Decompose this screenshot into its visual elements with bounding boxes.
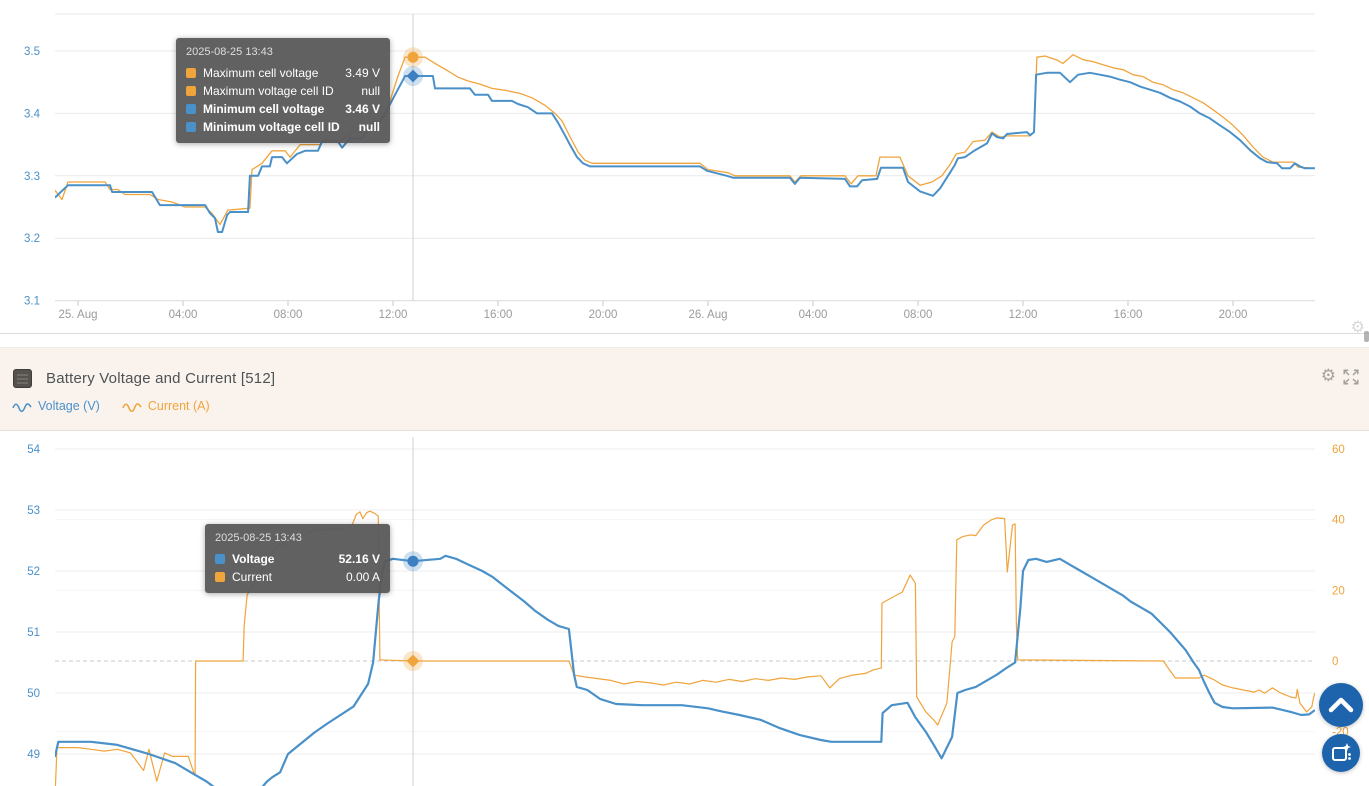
- tooltip-label: Current: [232, 570, 273, 584]
- series-orange: [55, 54, 1315, 226]
- y-axis-left-label: 51: [27, 627, 40, 639]
- hover-marker-circle: [407, 51, 419, 63]
- series-swatch: [215, 572, 225, 582]
- y-axis-label: 3.5: [24, 46, 40, 58]
- series-line-icon: [122, 403, 142, 412]
- hover-marker-circle: [407, 555, 419, 567]
- series-blue: [55, 71, 1315, 233]
- y-axis-label: 3.4: [24, 108, 41, 120]
- y-axis-right-label: 0: [1332, 656, 1338, 668]
- y-axis-left-label: 53: [27, 505, 40, 517]
- tooltip-value: 52.16 V: [338, 552, 380, 566]
- y-axis-right-label: 20: [1332, 585, 1345, 597]
- x-axis-label: 16:00: [484, 309, 513, 321]
- tooltip-timestamp: 2025-08-25 13:43: [186, 46, 273, 58]
- x-axis-label: 25. Aug: [58, 309, 97, 321]
- x-axis-label: 08:00: [904, 309, 933, 321]
- tooltip-value: null: [361, 84, 380, 98]
- series-orange: [55, 510, 1315, 786]
- partial-gear-icon: ⚙: [1350, 317, 1365, 336]
- tooltip-label: Minimum voltage cell ID: [203, 120, 340, 134]
- gear-icon[interactable]: ⚙: [1320, 366, 1336, 386]
- series-swatch: [215, 554, 225, 564]
- series-swatch: [186, 86, 196, 96]
- x-axis-label: 04:00: [169, 309, 198, 321]
- legend-item-current[interactable]: Current (A): [122, 399, 210, 413]
- tooltip-value: 3.46 V: [345, 102, 380, 116]
- tooltip-value: 3.49 V: [345, 66, 380, 80]
- tooltip-row: Maximum voltage cell ID null: [186, 82, 380, 100]
- tooltip-timestamp: 2025-08-25 13:43: [215, 532, 302, 544]
- x-axis-label: 08:00: [274, 309, 303, 321]
- tooltip-value: 0.00 A: [345, 570, 380, 584]
- series-swatch: [186, 104, 196, 114]
- chart-tooltip-battery: 2025-08-25 13:43 Voltage 52.16 V Current 0.…: [205, 524, 390, 593]
- tooltip-label: Minimum cell voltage: [203, 102, 325, 116]
- tooltip-row: Current 0.00 A: [215, 568, 380, 586]
- tooltip-row: Minimum cell voltage 3.46 V: [186, 100, 380, 118]
- tooltip-label: Voltage: [232, 552, 275, 566]
- legend-item-voltage[interactable]: Voltage (V): [12, 399, 100, 413]
- widget-title: Battery Voltage and Current [512]: [46, 370, 276, 387]
- y-axis-label: 3.3: [24, 171, 40, 183]
- y-axis-right-label: 60: [1332, 444, 1345, 456]
- feedback-chat-button[interactable]: [1322, 734, 1360, 772]
- tooltip-row: Minimum voltage cell ID null: [186, 118, 380, 136]
- chart-tooltip-cell-voltage: 2025-08-25 13:43 Maximum cell voltage 3.4…: [176, 38, 390, 143]
- widget-header: Battery Voltage and Current [512] Voltag…: [0, 347, 1369, 431]
- y-axis-right-label: 40: [1332, 515, 1345, 527]
- tooltip-label: Maximum cell voltage: [203, 66, 319, 80]
- series-line-icon: [12, 403, 32, 412]
- hover-marker-diamond: [406, 69, 420, 83]
- series-swatch: [186, 122, 196, 132]
- y-axis-left-label: 54: [27, 444, 40, 456]
- y-axis-left-label: 52: [27, 566, 40, 578]
- y-axis-left-label: 49: [27, 749, 40, 761]
- x-axis-label: 16:00: [1114, 309, 1143, 321]
- x-axis-label: 20:00: [589, 309, 618, 321]
- x-axis-label: 26. Aug: [688, 309, 727, 321]
- series-blue: [55, 554, 1315, 786]
- tooltip-row: Maximum cell voltage 3.49 V: [186, 64, 380, 82]
- chat-sparkle-icon: [1332, 743, 1351, 761]
- legend-label: Voltage (V): [38, 399, 100, 413]
- scrollbar-thumb[interactable]: [1364, 331, 1369, 342]
- panel-divider: [0, 333, 1369, 334]
- battery-device-icon: [13, 369, 32, 388]
- x-axis-label: 04:00: [799, 309, 828, 321]
- chart-legend: Voltage (V) Current (A): [12, 399, 210, 413]
- tooltip-value: null: [358, 120, 380, 134]
- x-axis-label: 12:00: [379, 309, 408, 321]
- legend-label: Current (A): [147, 399, 210, 413]
- y-axis-label: 3.1: [24, 296, 40, 308]
- series-swatch: [186, 68, 196, 78]
- x-axis-label: 20:00: [1219, 309, 1248, 321]
- tooltip-row: Voltage 52.16 V: [215, 550, 380, 568]
- y-axis-label: 3.2: [24, 233, 40, 245]
- expand-icon[interactable]: [1343, 368, 1359, 385]
- chevron-up-icon: [1328, 697, 1354, 713]
- tooltip-label: Maximum voltage cell ID: [203, 84, 334, 98]
- x-axis-label: 12:00: [1009, 309, 1038, 321]
- y-axis-left-label: 50: [27, 688, 40, 700]
- scroll-to-top-button[interactable]: [1319, 683, 1363, 727]
